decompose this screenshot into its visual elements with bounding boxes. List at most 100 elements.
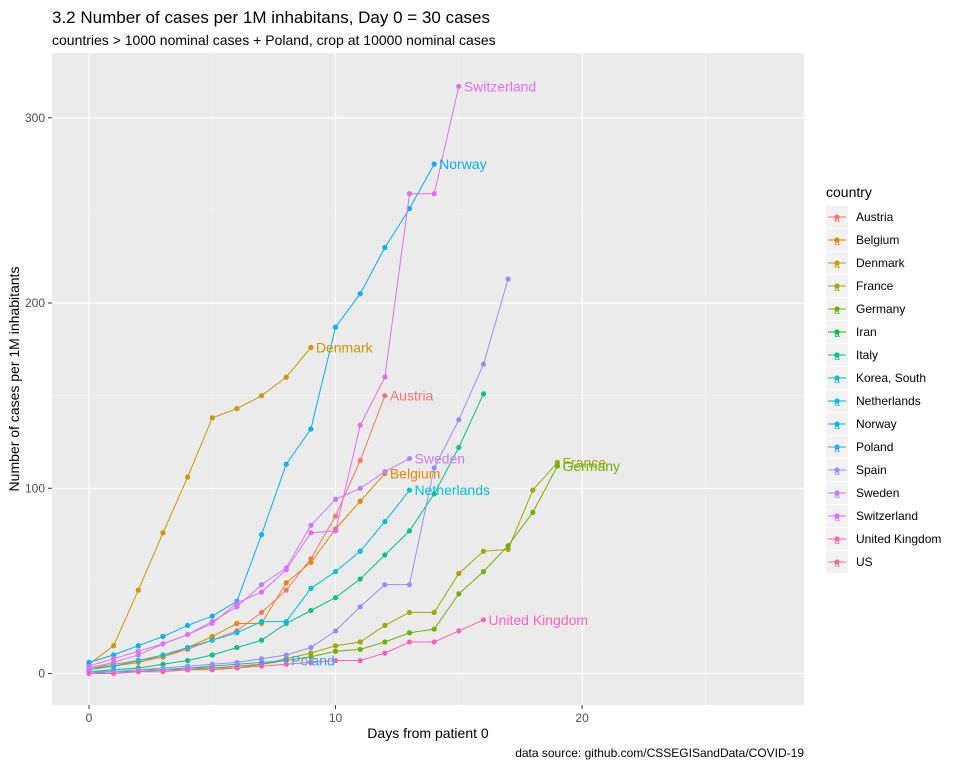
- data-point-spain: [258, 656, 265, 662]
- data-point-italy: [456, 444, 462, 451]
- legend-key-point: [834, 283, 840, 289]
- data-point-netherlands: [209, 637, 215, 643]
- data-point-spain: [332, 628, 339, 634]
- legend-item-denmark: a Denmark: [826, 252, 906, 274]
- data-point-sweden: [308, 522, 314, 528]
- data-point-switzerland: [135, 648, 141, 654]
- data-point-spain: [283, 652, 289, 658]
- legend-key-letter: a: [834, 306, 840, 317]
- legend-label: Spain: [856, 463, 887, 477]
- data-point-sweden: [357, 485, 363, 491]
- series-line-denmark: [88, 347, 312, 665]
- legend-key-letter: a: [834, 237, 840, 248]
- legend-label: Poland: [856, 440, 893, 454]
- caption: data source: github.com/CSSEGISandData/C…: [515, 746, 804, 760]
- data-point-france: [431, 609, 437, 615]
- data-point-norway: [86, 659, 92, 665]
- data-point-france: [382, 622, 388, 628]
- data-point-switzerland: [258, 589, 265, 595]
- data-point-united-kingdom: [86, 670, 92, 677]
- data-point-united-kingdom: [283, 661, 289, 667]
- legend-item-us: a US: [826, 551, 873, 573]
- legend-key-point: [834, 536, 840, 542]
- data-point-spain: [505, 276, 511, 282]
- data-point-switzerland: [431, 191, 437, 197]
- legend-item-korea-south: a Korea, South: [826, 367, 926, 389]
- y-tick-label: 0: [38, 667, 45, 681]
- end-label-sweden: Sweden: [415, 451, 466, 467]
- y-tick-label: 200: [25, 296, 45, 310]
- data-point-switzerland: [209, 620, 215, 627]
- legend-item-germany: a Germany: [826, 298, 905, 320]
- legend-item-united-kingdom: a United Kingdom: [826, 528, 941, 550]
- legend-key-point: [834, 490, 840, 496]
- data-point-united-kingdom: [382, 650, 388, 656]
- end-label-poland: Poland: [291, 653, 335, 669]
- legend-key-point: [834, 306, 840, 312]
- legend-key-point: [834, 398, 840, 404]
- data-point-italy: [431, 491, 437, 497]
- data-point-denmark: [111, 643, 117, 649]
- data-point-netherlands: [111, 663, 117, 669]
- data-point-switzerland: [111, 656, 117, 662]
- end-label-denmark: Denmark: [316, 340, 374, 356]
- data-point-united-kingdom: [406, 639, 413, 645]
- data-point-netherlands: [234, 630, 240, 636]
- data-point-italy: [406, 528, 413, 534]
- data-point-denmark: [234, 406, 240, 412]
- data-point-spain: [185, 663, 191, 669]
- data-point-poland: [283, 657, 289, 664]
- data-point-switzerland: [406, 191, 413, 197]
- data-point-united-kingdom: [234, 665, 240, 671]
- data-point-belgium: [234, 620, 240, 627]
- data-point-switzerland: [283, 567, 289, 573]
- data-point-france: [308, 650, 314, 656]
- data-point-netherlands: [357, 548, 363, 554]
- legend-label: Austria: [856, 210, 894, 224]
- data-point-sweden: [258, 582, 265, 588]
- data-point-norway: [431, 161, 437, 167]
- end-label-switzerland: Switzerland: [464, 78, 536, 94]
- data-point-netherlands: [135, 657, 141, 664]
- data-point-switzerland: [456, 83, 462, 89]
- data-point-united-kingdom: [480, 617, 487, 623]
- data-point-france: [530, 487, 536, 493]
- data-point-france: [554, 459, 561, 465]
- grid-lines: [52, 53, 804, 705]
- data-point-austria: [382, 393, 388, 399]
- data-point-austria: [357, 457, 363, 464]
- data-point-netherlands: [406, 487, 413, 493]
- data-point-france: [456, 570, 462, 577]
- legend-item-switzerland: a Switzerland: [826, 505, 918, 527]
- legend-label: Sweden: [856, 486, 899, 500]
- data-point-norway: [258, 531, 265, 538]
- data-point-france: [406, 609, 413, 615]
- data-point-france: [332, 643, 339, 649]
- data-point-switzerland: [382, 374, 388, 380]
- data-point-denmark: [258, 393, 265, 399]
- legend-item-italy: a Italy: [826, 344, 878, 366]
- data-point-netherlands: [332, 569, 339, 575]
- data-point-spain: [382, 582, 388, 588]
- data-point-spain: [160, 665, 166, 671]
- y-tick-label: 100: [25, 481, 45, 495]
- legend-key-point: [834, 260, 840, 266]
- y-tick-label: 300: [25, 111, 45, 125]
- legend-key-point: [834, 214, 840, 220]
- legend-key-point: [834, 375, 840, 381]
- end-label-austria: Austria: [390, 388, 434, 404]
- legend-key-letter: a: [834, 421, 840, 432]
- data-point-italy: [308, 607, 314, 614]
- data-point-norway: [357, 291, 363, 297]
- legend-item-spain: a Spain: [826, 459, 887, 481]
- legend-key-letter: a: [834, 352, 840, 363]
- series-line-netherlands: [88, 489, 410, 671]
- legend-key-letter: a: [834, 260, 840, 271]
- data-point-spain: [480, 361, 487, 367]
- legend-key-point: [834, 559, 840, 565]
- data-point-italy: [209, 652, 215, 658]
- legend-key-letter: a: [834, 214, 840, 225]
- legend-item-france: a France: [826, 275, 894, 297]
- data-point-poland: [258, 659, 265, 665]
